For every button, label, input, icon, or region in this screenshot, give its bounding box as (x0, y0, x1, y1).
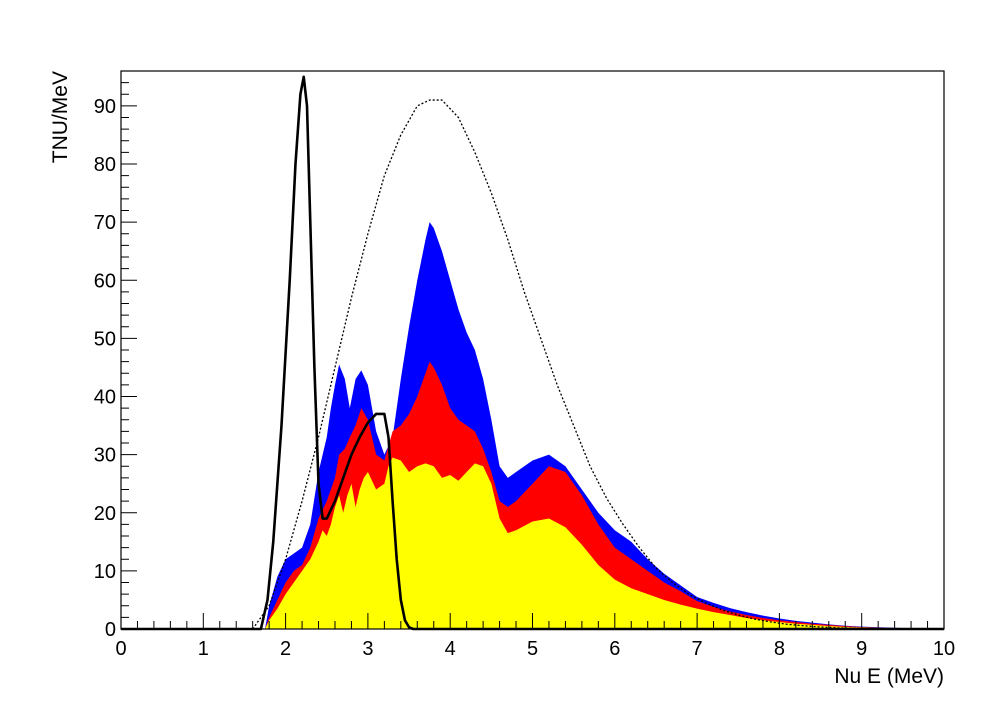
x-tick-label: 4 (445, 638, 456, 660)
y-tick-label: 90 (94, 96, 116, 118)
y-tick-label: 30 (94, 445, 116, 467)
y-tick-label: 20 (94, 503, 116, 525)
x-tick-label: 9 (856, 638, 867, 660)
x-axis: 0 1 2 3 4 5 6 7 8 9 10 (115, 613, 955, 660)
y-tick-label: 70 (94, 212, 116, 234)
y-tick-label: 0 (105, 619, 116, 641)
x-axis-title: Nu E (MeV) (834, 665, 944, 688)
x-tick-label: 1 (198, 638, 209, 660)
series-layer (121, 75, 945, 631)
x-tick-label: 8 (774, 638, 785, 660)
x-tick-label: 5 (527, 638, 538, 660)
x-tick-label: 10 (933, 638, 955, 660)
x-tick-label: 3 (362, 638, 373, 660)
x-tick-label: 2 (280, 638, 291, 660)
x-tick-label: 0 (115, 638, 126, 660)
y-tick-label: 50 (94, 328, 116, 350)
x-tick-label: 6 (609, 638, 620, 660)
y-axis: 0 10 20 30 40 50 60 70 80 90 (94, 70, 137, 641)
x-tick-label: 7 (692, 638, 703, 660)
y-tick-label: 60 (94, 270, 116, 292)
series-line-3 (121, 75, 944, 631)
y-tick-label: 40 (94, 387, 116, 409)
series-area-2 (265, 457, 944, 629)
y-tick-label: 80 (94, 154, 116, 176)
y-axis-title: TNU/MeV (49, 71, 72, 163)
y-tick-label: 10 (94, 561, 116, 583)
